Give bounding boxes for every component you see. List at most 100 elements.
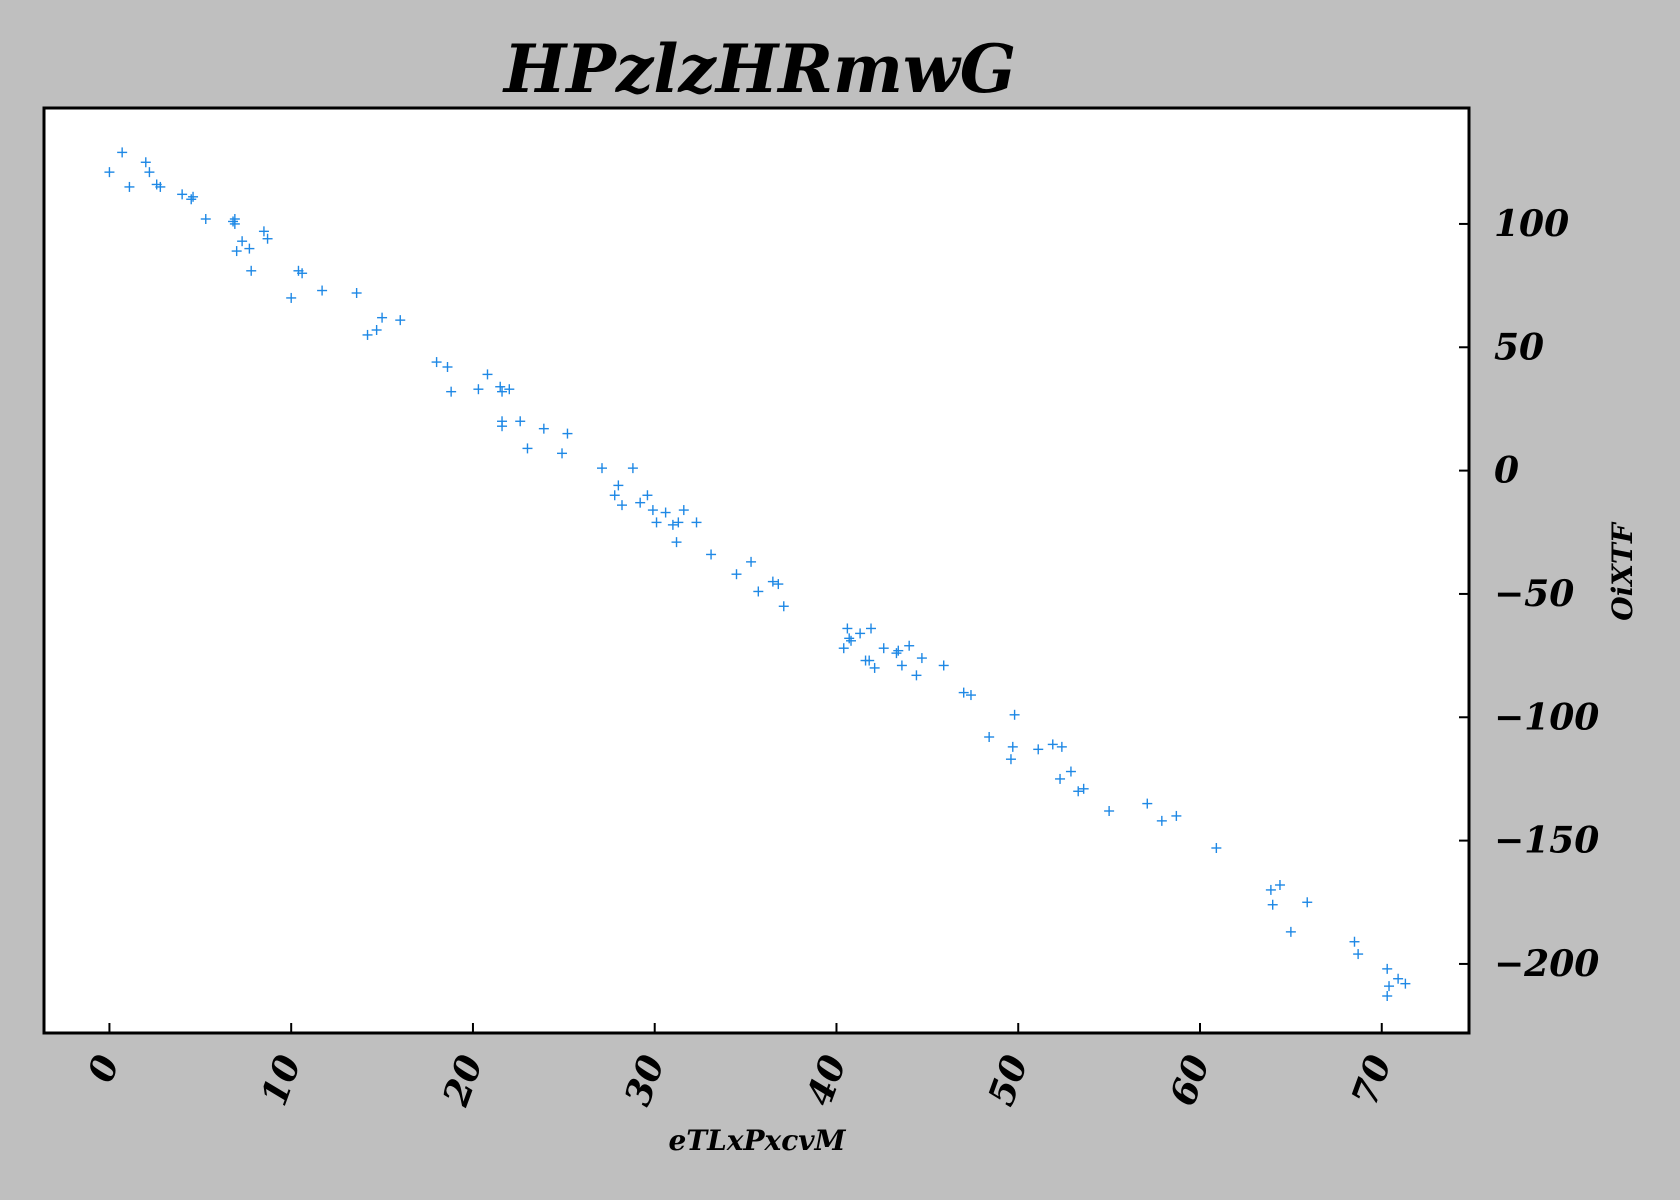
data-point <box>1055 773 1066 784</box>
data-point <box>635 497 646 508</box>
data-point <box>893 645 904 656</box>
data-point <box>140 157 151 168</box>
data-point <box>442 362 453 372</box>
x-axis-label: eTLxPxcvM <box>668 1124 846 1157</box>
data-point <box>362 329 373 340</box>
data-point <box>911 670 922 681</box>
data-point <box>597 463 608 474</box>
data-point <box>1065 766 1076 777</box>
data-point <box>844 633 855 644</box>
x-tick-label: 60 <box>1162 1050 1219 1111</box>
data-point <box>351 288 362 298</box>
data-point <box>515 416 526 427</box>
data-point <box>613 480 624 491</box>
data-point <box>144 167 155 178</box>
data-point <box>958 687 969 698</box>
data-point <box>258 226 269 237</box>
data-point <box>878 643 889 654</box>
data-point <box>864 655 875 666</box>
data-point <box>104 167 115 178</box>
data-point <box>177 189 188 200</box>
data-point <box>1005 754 1016 765</box>
x-tick-label: 0 <box>80 1050 128 1088</box>
data-points <box>104 147 1411 1001</box>
y-axis-label: OiXTF <box>1606 521 1639 621</box>
data-point <box>557 448 568 459</box>
data-point <box>504 384 515 395</box>
data-point <box>1009 709 1020 720</box>
data-point <box>1047 739 1058 750</box>
data-point <box>371 325 382 335</box>
data-point <box>609 490 620 501</box>
data-point <box>244 243 255 254</box>
data-point <box>1349 936 1360 947</box>
data-point <box>1171 810 1182 821</box>
data-point <box>1302 897 1313 908</box>
data-point <box>231 246 242 257</box>
data-point <box>522 443 533 454</box>
data-point <box>778 601 789 612</box>
x-tick-label: 50 <box>980 1050 1037 1111</box>
data-point <box>1382 991 1393 1001</box>
x-tick-label: 40 <box>798 1050 855 1111</box>
data-point <box>246 265 257 276</box>
data-point <box>473 384 484 395</box>
data-point <box>1078 783 1089 794</box>
data-point <box>1007 741 1018 752</box>
y-tick-label: −150 <box>1494 820 1599 862</box>
data-point <box>1393 973 1404 984</box>
data-point <box>706 549 717 560</box>
data-point <box>395 315 406 326</box>
y-tick-label: −100 <box>1494 696 1599 738</box>
data-point <box>228 216 239 227</box>
data-point <box>446 386 457 397</box>
data-point <box>753 586 764 597</box>
data-point <box>647 505 658 516</box>
x-tick-label: 10 <box>253 1050 310 1111</box>
data-point <box>984 732 995 742</box>
data-point <box>237 236 248 247</box>
data-point <box>229 214 240 224</box>
y-tick-label: −50 <box>1494 573 1574 615</box>
data-point <box>651 517 662 528</box>
data-point <box>497 421 508 432</box>
y-axis-ticks: 100 50 0 −50 −100 −150 −200 <box>1459 203 1599 985</box>
x-axis-ticks: 0 10 20 30 40 50 60 70 <box>80 1023 1400 1112</box>
data-point <box>667 519 678 530</box>
data-point <box>297 268 308 279</box>
y-tick-label: −200 <box>1494 943 1599 985</box>
data-point <box>1211 843 1222 853</box>
data-point <box>1267 899 1278 910</box>
plot-frame <box>42 106 1471 1035</box>
data-point <box>1142 798 1153 809</box>
y-tick-label: 0 <box>1494 450 1519 492</box>
data-point <box>262 233 273 244</box>
data-point <box>673 517 684 528</box>
data-point <box>186 194 197 205</box>
data-point <box>627 463 638 474</box>
y-tick-label: 100 <box>1494 203 1569 245</box>
data-point <box>497 386 508 397</box>
data-point <box>1382 963 1393 974</box>
data-point <box>965 690 976 701</box>
chart-title: HPzlzHRmwG <box>502 30 1016 108</box>
data-point <box>773 579 784 590</box>
data-point <box>838 643 849 654</box>
data-point <box>746 556 757 567</box>
data-point <box>1384 981 1395 992</box>
data-point <box>1056 741 1067 752</box>
data-point <box>767 576 778 587</box>
data-point <box>938 660 949 671</box>
data-point <box>660 507 671 518</box>
data-point <box>1353 949 1364 960</box>
data-point <box>846 635 857 646</box>
data-point <box>482 369 493 380</box>
plot-area <box>44 108 1469 1033</box>
data-point <box>896 660 907 671</box>
data-point <box>671 537 682 548</box>
data-point <box>317 285 328 296</box>
data-point <box>904 640 915 651</box>
data-point <box>842 623 853 634</box>
data-point <box>678 505 689 516</box>
